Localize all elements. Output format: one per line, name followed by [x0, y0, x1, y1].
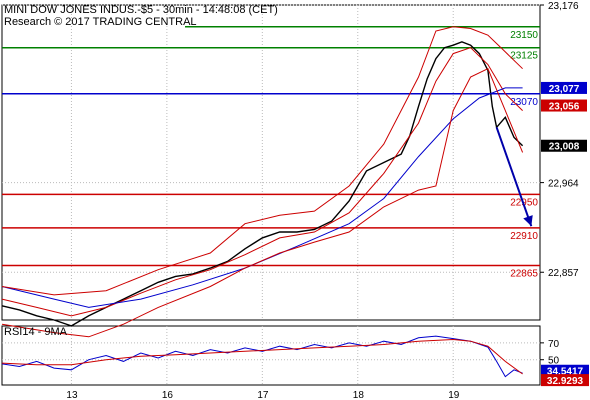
level-label-support-3: 22865 [510, 269, 538, 280]
level-layer: 23150 23125 23070 22950 22910 22865 [2, 26, 540, 280]
series-line-upper-band [1, 26, 523, 296]
rsi-tick-label: 70 [548, 339, 560, 350]
rsi-ma-badge: 32.9293 [547, 376, 584, 387]
y-tick-label: 22,964 [548, 179, 579, 190]
x-tick-label: 13 [66, 390, 78, 400]
main-plot-frame [1, 4, 541, 321]
y-tick-label: 22,857 [548, 268, 579, 279]
rsi-title: RSI14 - 9MA [4, 326, 68, 338]
series-line-lower-band [1, 68, 524, 338]
x-tick-label: 17 [257, 390, 269, 400]
x-tick-label: 18 [353, 390, 365, 400]
rsi-ma-badge-box [541, 374, 589, 387]
level-label-support-1: 22950 [510, 197, 538, 208]
chart-subtitle: Research © 2017 TRADING CENTRAL [4, 16, 197, 28]
blue-ma-badge-box [541, 81, 587, 94]
red-ma-badge: 23,056 [549, 102, 580, 113]
last-price-badge-box [541, 139, 587, 152]
trend-arrow-shaft [495, 126, 533, 227]
series-layer [1, 26, 524, 338]
grid-layer [1, 4, 541, 386]
rsi-badge-box [541, 364, 589, 377]
x-tick-label: 19 [448, 390, 460, 400]
level-label-pivot: 23070 [510, 97, 538, 108]
trend-arrow-head [523, 215, 533, 227]
rsi-badge: 34.5417 [547, 367, 584, 378]
rsi-line-rsi-ma [1, 338, 523, 375]
series-line-fast-ma [1, 47, 523, 317]
level-label-resistance-2: 23150 [510, 30, 538, 41]
y-tick-label: 23,176 [548, 1, 579, 12]
series-line-slow-ma [1, 87, 523, 308]
last-price-badge: 23,008 [549, 142, 580, 153]
level-label-resistance-1: 23125 [510, 51, 538, 62]
rsi-plot-frame [1, 325, 541, 386]
blue-ma-badge: 23,077 [549, 84, 580, 95]
axis-layer: 13 16 17 18 19 23,176 22,964 22,857 23,077 23,056… [66, 1, 589, 400]
rsi-layer [1, 335, 540, 378]
red-ma-badge-box [541, 99, 587, 112]
chart-title: MINI DOW JONES INDUS.-$5 - 30min - 14:48… [4, 4, 278, 16]
arrow-layer [495, 126, 533, 227]
rsi-tick-label: 50 [548, 356, 560, 367]
level-label-support-2: 22910 [510, 231, 538, 242]
x-tick-label: 16 [162, 390, 174, 400]
